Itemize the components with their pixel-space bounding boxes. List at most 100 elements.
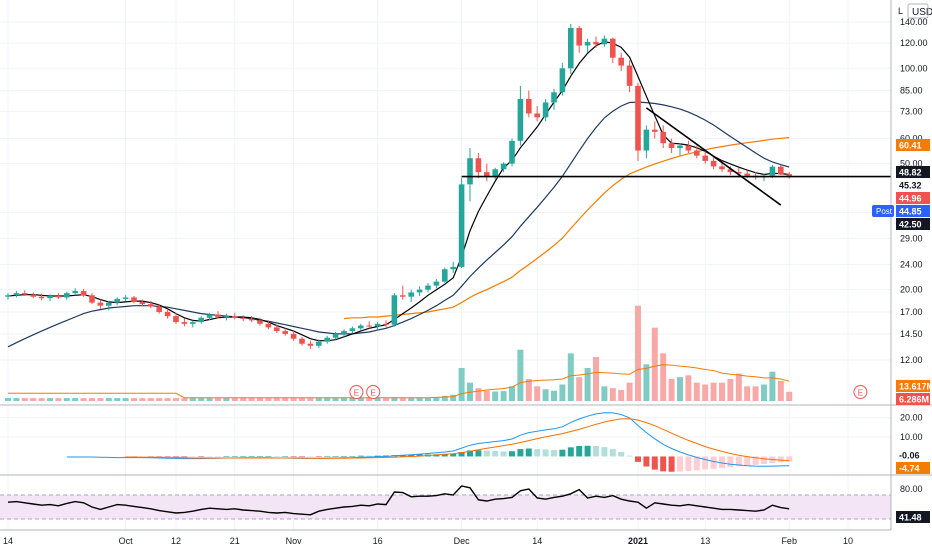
currency-label[interactable]: USD <box>912 7 932 18</box>
candle[interactable] <box>47 294 53 302</box>
candle[interactable] <box>265 321 272 330</box>
time-axis-label[interactable]: Feb <box>781 536 797 546</box>
time-axis-label[interactable]: 2021 <box>628 536 648 546</box>
candle[interactable] <box>610 37 616 63</box>
candle[interactable] <box>467 148 473 202</box>
candle[interactable] <box>164 308 171 319</box>
candle[interactable] <box>500 162 507 173</box>
candle[interactable] <box>257 317 263 326</box>
earnings-marker-circle[interactable] <box>349 385 364 399</box>
earnings-marker-circle[interactable] <box>366 385 381 399</box>
earnings-marker-circle[interactable] <box>853 385 868 399</box>
candle[interactable] <box>30 292 36 299</box>
candle[interactable] <box>433 279 440 289</box>
candle[interactable] <box>148 301 154 309</box>
candle[interactable] <box>584 38 591 53</box>
time-axis-label[interactable]: 10 <box>843 536 853 546</box>
candle[interactable] <box>114 297 120 305</box>
candle[interactable] <box>534 106 540 122</box>
candle[interactable] <box>106 301 112 311</box>
candle[interactable] <box>181 318 188 327</box>
candle[interactable] <box>206 312 213 321</box>
candle[interactable] <box>442 267 448 283</box>
candle[interactable] <box>710 155 717 170</box>
price-axis[interactable]: USD L 140.00 120.00 100.00 85.00 73.00 60.00 5… <box>0 0 932 531</box>
candle[interactable] <box>316 339 322 348</box>
candle[interactable] <box>778 165 784 176</box>
candle[interactable] <box>652 121 658 139</box>
candle[interactable] <box>299 336 305 346</box>
candle[interactable] <box>13 291 20 298</box>
time-axis-label[interactable]: 16 <box>373 536 383 546</box>
candle[interactable] <box>450 261 456 273</box>
candle[interactable] <box>282 328 288 336</box>
candle[interactable] <box>517 85 524 146</box>
candle[interactable] <box>484 163 490 182</box>
candle[interactable] <box>458 178 465 269</box>
candle[interactable] <box>64 291 70 300</box>
candle[interactable] <box>22 290 28 296</box>
candle[interactable] <box>526 90 532 118</box>
candle[interactable] <box>542 98 549 122</box>
time-axis-label[interactable]: Dec <box>454 536 471 546</box>
candle[interactable] <box>248 316 255 323</box>
candle[interactable] <box>593 36 599 48</box>
rsi-pane[interactable]: 80.00 <box>0 484 923 520</box>
candle[interactable] <box>232 312 238 320</box>
candle[interactable] <box>400 285 406 300</box>
candle[interactable] <box>349 326 356 333</box>
candle[interactable] <box>685 140 692 154</box>
candle[interactable] <box>215 311 221 319</box>
candle[interactable] <box>425 282 431 293</box>
candle[interactable] <box>635 82 641 161</box>
time-axis-label[interactable]: 14 <box>3 536 13 546</box>
candle[interactable] <box>374 322 381 330</box>
descending-trendline[interactable] <box>645 107 782 206</box>
candle[interactable] <box>509 138 515 167</box>
candle[interactable] <box>341 329 347 337</box>
candle[interactable] <box>72 288 78 296</box>
macd-pane[interactable]: 20.00 10.00 <box>0 412 923 472</box>
candle[interactable] <box>89 293 95 305</box>
time-axis-label[interactable]: Nov <box>286 536 303 546</box>
candle[interactable] <box>559 62 566 96</box>
time-axis-label[interactable]: 21 <box>230 536 240 546</box>
time-axis-label[interactable]: 14 <box>532 536 542 546</box>
candle[interactable] <box>694 145 700 159</box>
time-axis-label[interactable]: Oct <box>119 536 134 546</box>
candle[interactable] <box>668 138 675 154</box>
candle[interactable] <box>391 293 398 327</box>
trendlines[interactable] <box>461 107 891 206</box>
time-axis-label[interactable]: 12 <box>171 536 181 546</box>
candle[interactable] <box>568 23 574 74</box>
candle[interactable] <box>618 52 624 72</box>
candle[interactable] <box>601 35 608 47</box>
candle[interactable] <box>190 320 196 328</box>
candle[interactable] <box>223 313 230 321</box>
candle[interactable] <box>324 335 330 344</box>
candle[interactable] <box>643 125 650 159</box>
candle[interactable] <box>416 286 423 296</box>
log-toggle[interactable]: L <box>898 6 903 16</box>
candle[interactable] <box>80 288 87 297</box>
candle[interactable] <box>660 125 666 149</box>
candle[interactable] <box>5 293 11 300</box>
candle[interactable] <box>358 323 364 331</box>
candle[interactable] <box>156 304 162 314</box>
candle[interactable] <box>492 167 498 180</box>
candle[interactable] <box>307 340 314 349</box>
candle[interactable] <box>240 315 246 322</box>
candle[interactable] <box>551 89 557 110</box>
candle[interactable] <box>383 320 389 328</box>
candlesticks[interactable] <box>5 23 792 349</box>
time-axis-label[interactable]: 13 <box>700 536 710 546</box>
candle[interactable] <box>366 321 372 329</box>
candle[interactable] <box>97 299 104 309</box>
candle[interactable] <box>290 331 297 341</box>
candle[interactable] <box>38 293 45 301</box>
candle[interactable] <box>702 150 708 164</box>
time-axis[interactable]: 14 Oct 12 21 Nov 16 Dec 14 2021 13 Feb 10 <box>3 536 853 546</box>
candle[interactable] <box>626 60 633 93</box>
